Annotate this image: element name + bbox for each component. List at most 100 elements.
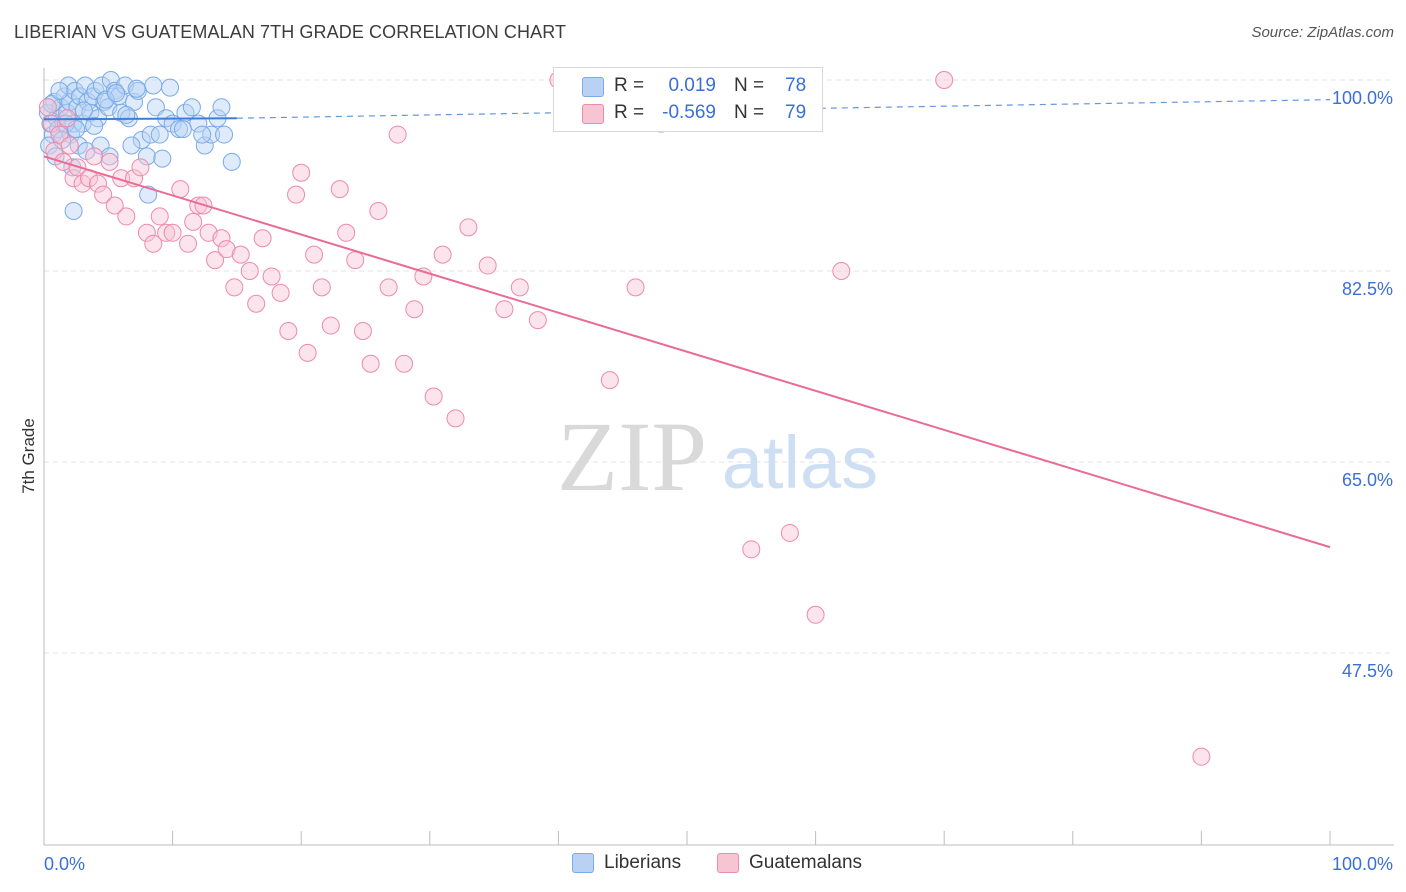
guatemalan-point — [330, 180, 349, 199]
y-tick-labels: 100.0% 82.5% 65.0% 47.5% — [1332, 88, 1393, 681]
source-label: Source: ZipAtlas.com — [1251, 24, 1394, 41]
liberian-point — [153, 149, 172, 168]
y-tick-label: 82.5% — [1342, 279, 1393, 299]
bottom-swatch-liberians — [572, 853, 594, 873]
liberian-point — [222, 152, 241, 171]
guatemalan-point — [742, 540, 761, 559]
guatemalan-point — [240, 262, 259, 280]
legend-r-value-liberians: 0.019 — [668, 75, 716, 96]
guatemalan-point — [361, 354, 380, 373]
guatemalan-point — [253, 229, 272, 248]
guatemalan-point — [388, 125, 407, 144]
guatemalan-point — [305, 245, 324, 264]
guatemalan-trend-line — [43, 155, 1331, 549]
guatemalan-point — [478, 256, 497, 275]
guatemalan-point — [459, 218, 478, 237]
x-tick-label-max: 100.0% — [1332, 854, 1393, 874]
guatemalan-point — [298, 343, 317, 362]
guatemalan-point — [262, 267, 281, 286]
guatemalan-point — [150, 207, 169, 226]
liberian-point — [132, 131, 151, 150]
guatemalan-point — [369, 201, 388, 220]
guatemalan-point — [105, 196, 124, 215]
liberian-point — [215, 125, 234, 144]
guatemalan-point — [131, 158, 150, 177]
guatemalan-point — [346, 251, 365, 270]
guatemalan-point — [163, 223, 182, 242]
guatemalan-point — [528, 311, 547, 330]
liberian-point — [137, 147, 156, 166]
liberian-point — [64, 201, 83, 220]
liberian-trend-line — [43, 117, 237, 121]
guatemalan-point — [395, 354, 414, 373]
y-axis-title: 7th Grade — [19, 418, 38, 494]
guatemalan-point — [94, 185, 113, 204]
y-tick-label: 47.5% — [1342, 661, 1393, 681]
legend-n-label: N = — [734, 75, 765, 96]
guatemalan-point — [510, 278, 529, 297]
bottom-label-liberians: Liberians — [604, 852, 682, 873]
guatemalan-point — [85, 147, 104, 166]
guatemalan-point — [321, 316, 340, 335]
guatemalan-point — [60, 136, 79, 155]
guatemalan-point — [287, 185, 306, 204]
liberian-point — [96, 90, 115, 109]
guatemalan-point — [247, 294, 266, 313]
liberian-point — [100, 147, 119, 166]
bottom-swatch-guatemalans — [717, 853, 739, 873]
watermark-zip: ZIP — [557, 401, 707, 512]
guatemalan-point — [279, 322, 298, 341]
legend-row-guatemalans: R = -0.569 N = 79 — [554, 99, 822, 127]
liberian-point — [193, 125, 212, 144]
legend-r-label: R = — [614, 75, 645, 96]
y-tick-label: 100.0% — [1332, 88, 1393, 108]
legend-row-liberians: R = 0.019 N = 78 — [554, 72, 822, 100]
guatemalan-point — [806, 605, 825, 624]
bottom-legend-liberians: Liberians — [572, 850, 702, 876]
liberian-point — [170, 120, 189, 139]
guatemalan-point — [353, 322, 372, 341]
bottom-label-guatemalans: Guatemalans — [749, 852, 863, 873]
guatemalan-point — [206, 251, 225, 270]
liberian-point — [127, 79, 146, 98]
liberian-point — [202, 125, 221, 144]
liberian-point — [85, 116, 104, 135]
guatemalan-point — [379, 278, 398, 297]
guatemalan-point — [271, 283, 290, 302]
guatemalan-point — [832, 262, 851, 280]
liberian-point — [182, 98, 201, 117]
liberian-point — [195, 136, 214, 155]
stats-legend: R = 0.019 N = 78 R = -0.569 N = 79 — [553, 67, 823, 132]
guatemalan-point — [935, 71, 954, 89]
guatemalan-point — [600, 371, 619, 390]
legend-r-value-guatemalans: -0.569 — [662, 102, 716, 123]
guatemalan-point — [38, 98, 57, 117]
legend-swatch-liberians — [582, 77, 604, 97]
liberian-point — [107, 84, 126, 103]
legend-n-label: N = — [734, 102, 765, 123]
guatemalan-point — [292, 163, 311, 182]
liberian-point — [173, 120, 192, 139]
liberian-point — [141, 125, 160, 144]
bottom-legend-guatemalans: Guatemalans — [717, 850, 887, 876]
guatemalan-point — [433, 245, 452, 264]
chart-title: LIBERIAN VS GUATEMALAN 7TH GRADE CORRELA… — [14, 22, 567, 42]
gridlines — [44, 79, 1394, 654]
liberian-point — [50, 81, 69, 100]
guatemalan-point — [1192, 747, 1211, 766]
guatemalan-point — [64, 169, 83, 188]
guatemalan-point — [157, 223, 176, 242]
guatemalan-point — [405, 300, 424, 319]
guatemalan-point — [312, 278, 331, 297]
watermark-atlas: atlas — [722, 421, 878, 504]
guatemalan-point — [100, 152, 119, 171]
guatemalan-point — [231, 245, 250, 264]
guatemalan-point — [495, 300, 514, 319]
axes — [43, 68, 1394, 846]
guatemalan-point — [117, 207, 136, 226]
liberian-point — [74, 101, 93, 120]
guatemalan-point — [780, 523, 799, 542]
y-tick-label: 65.0% — [1342, 470, 1393, 490]
guatemalan-point — [217, 240, 236, 259]
